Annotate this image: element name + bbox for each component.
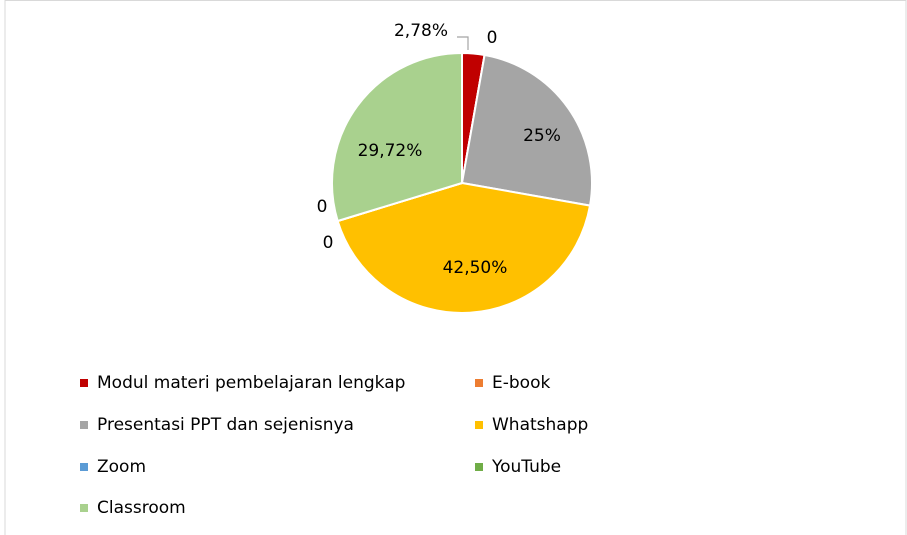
legend-label: E-book [492,373,550,393]
leader-line [457,36,469,50]
legend-marker [475,463,483,471]
legend-label: Classroom [97,498,186,518]
data-label: 42,50% [443,258,508,278]
legend-label: Whatshapp [492,415,588,435]
data-label: 0 [317,197,328,217]
data-label: 25% [523,126,561,146]
legend-marker [80,421,88,429]
legend-label: Zoom [97,457,146,477]
pie-slice [331,51,463,223]
legend-label: Modul materi pembelajaran lengkap [97,373,405,393]
legend-marker [80,379,88,387]
legend-marker [475,421,483,429]
data-label: 0 [323,233,334,253]
data-label: 0 [487,28,498,48]
data-label: 2,78% [394,21,448,41]
legend-marker [80,463,88,471]
legend-marker [475,379,483,387]
legend-label: Presentasi PPT dan sejenisnya [97,415,354,435]
pie-slice [336,181,592,314]
legend-label: YouTube [491,457,561,477]
pie-slice [460,53,593,207]
legend-marker [80,504,88,512]
chart-border [4,0,907,535]
data-label: 29,72% [358,141,423,161]
